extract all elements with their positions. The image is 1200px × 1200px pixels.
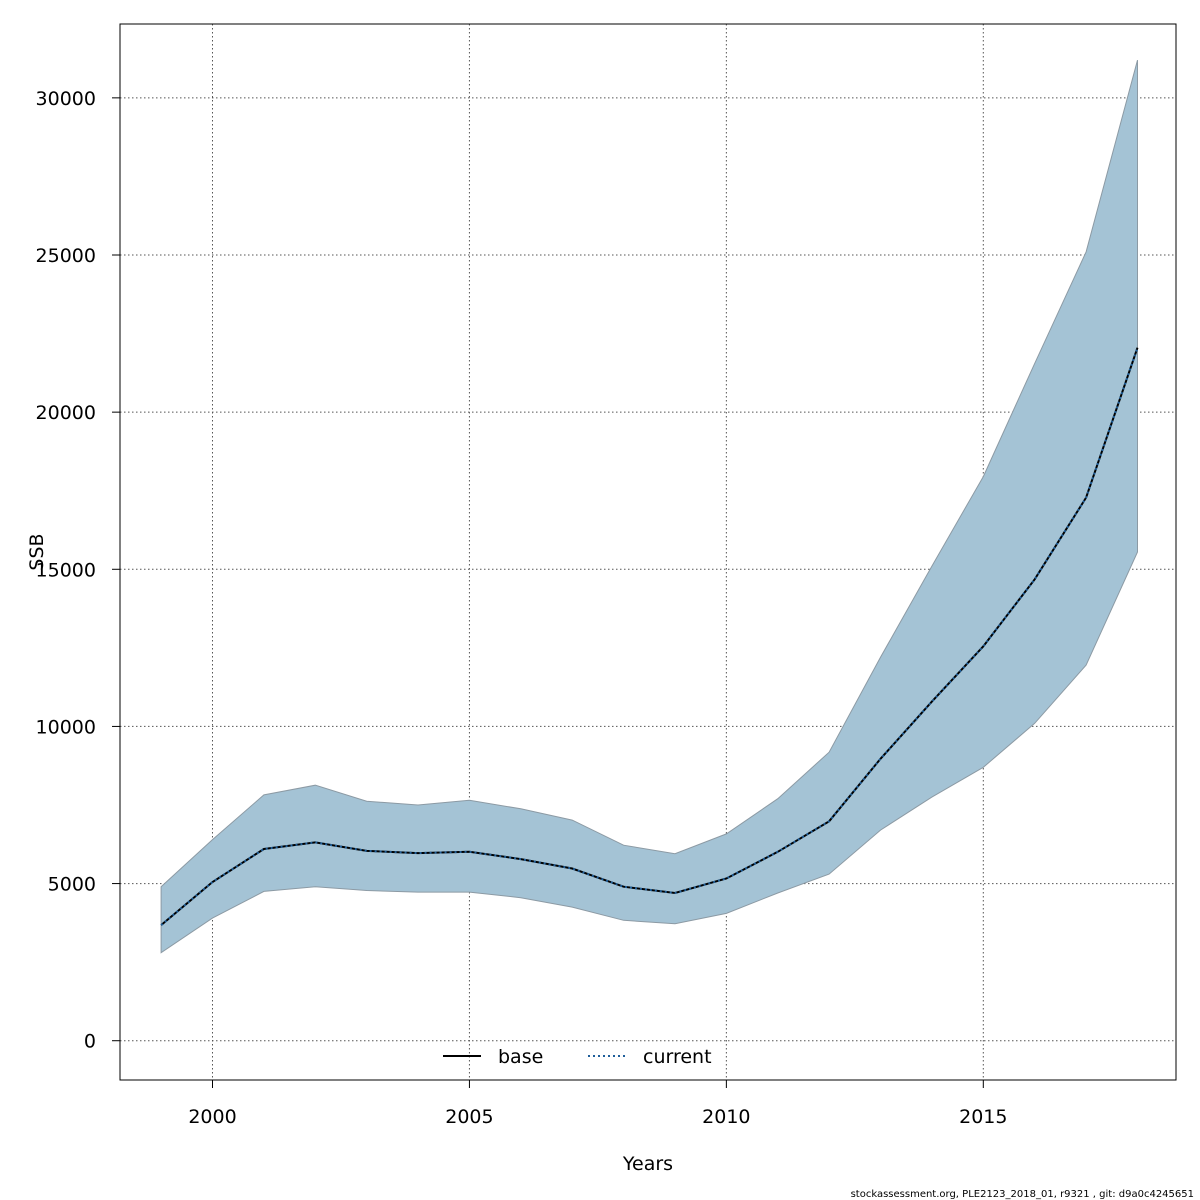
x-tick-label-2010: 2010 [702,1106,750,1128]
y-tick-label-15000: 15000 [36,559,96,581]
series-lines [160,347,1139,926]
y-tick-label-5000: 5000 [48,874,96,896]
series-line-base [160,347,1139,926]
y-tick-label-30000: 30000 [36,88,96,110]
y-axis-title: SSB [26,533,48,570]
y-tick-label-0: 0 [84,1031,96,1053]
footer-credit: stockassessment.org, PLE2123_2018_01, r9… [851,1189,1194,1200]
x-axis: 2000 2005 2010 2015 [188,1080,1007,1128]
confidence-band [160,59,1138,954]
x-tick-label-2005: 2005 [445,1106,493,1128]
x-tick-label-2000: 2000 [188,1106,236,1128]
y-tick-label-20000: 20000 [36,402,96,424]
legend: base current [443,1046,712,1068]
grid [120,24,1176,1080]
y-axis: 0 5000 10000 15000 20000 25000 30000 [36,88,120,1053]
plot-frame [119,23,1177,1081]
legend-label-base: base [498,1046,543,1068]
y-tick-label-10000: 10000 [36,716,96,738]
legend-label-current: current [643,1046,712,1068]
x-tick-label-2015: 2015 [959,1106,1007,1128]
y-tick-label-25000: 25000 [36,245,96,267]
x-axis-title: Years [622,1153,673,1175]
